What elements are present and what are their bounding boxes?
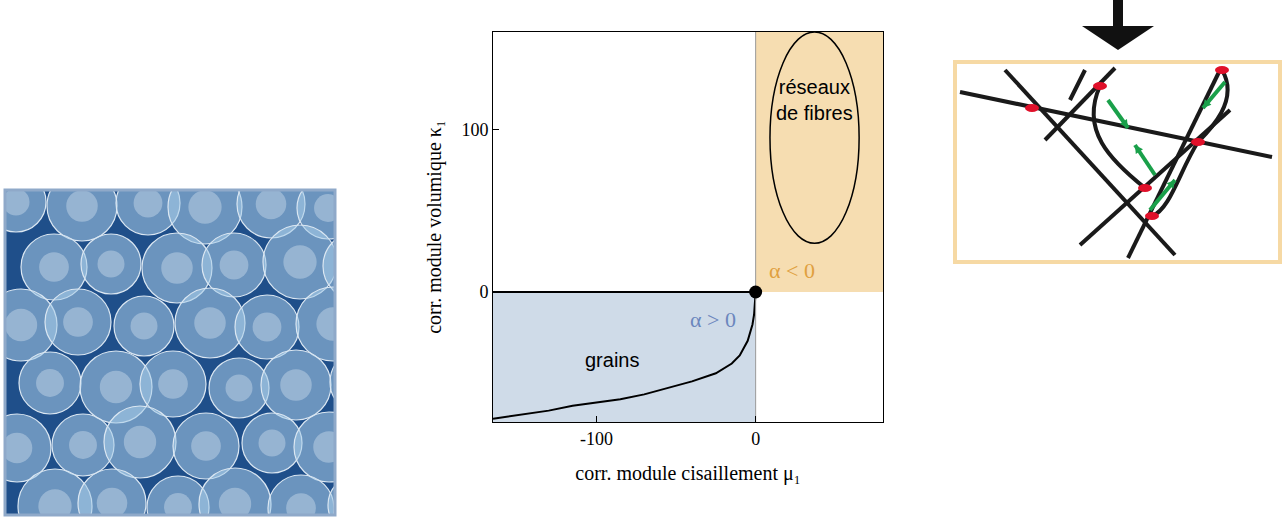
svg-text:α < 0: α < 0 xyxy=(769,258,815,283)
svg-text:0: 0 xyxy=(479,282,488,302)
svg-text:corr. module cisaillement μ₁: corr. module cisaillement μ₁ xyxy=(575,462,800,485)
svg-text:-100: -100 xyxy=(580,429,613,449)
svg-text:corr. module volumique κ₁: corr. module volumique κ₁ xyxy=(423,120,446,334)
svg-text:0: 0 xyxy=(751,429,760,449)
svg-text:100: 100 xyxy=(461,120,488,140)
svg-text:α > 0: α > 0 xyxy=(690,307,736,332)
svg-text:grains: grains xyxy=(585,349,639,371)
svg-text:réseauxde fibres: réseauxde fibres xyxy=(776,76,853,124)
